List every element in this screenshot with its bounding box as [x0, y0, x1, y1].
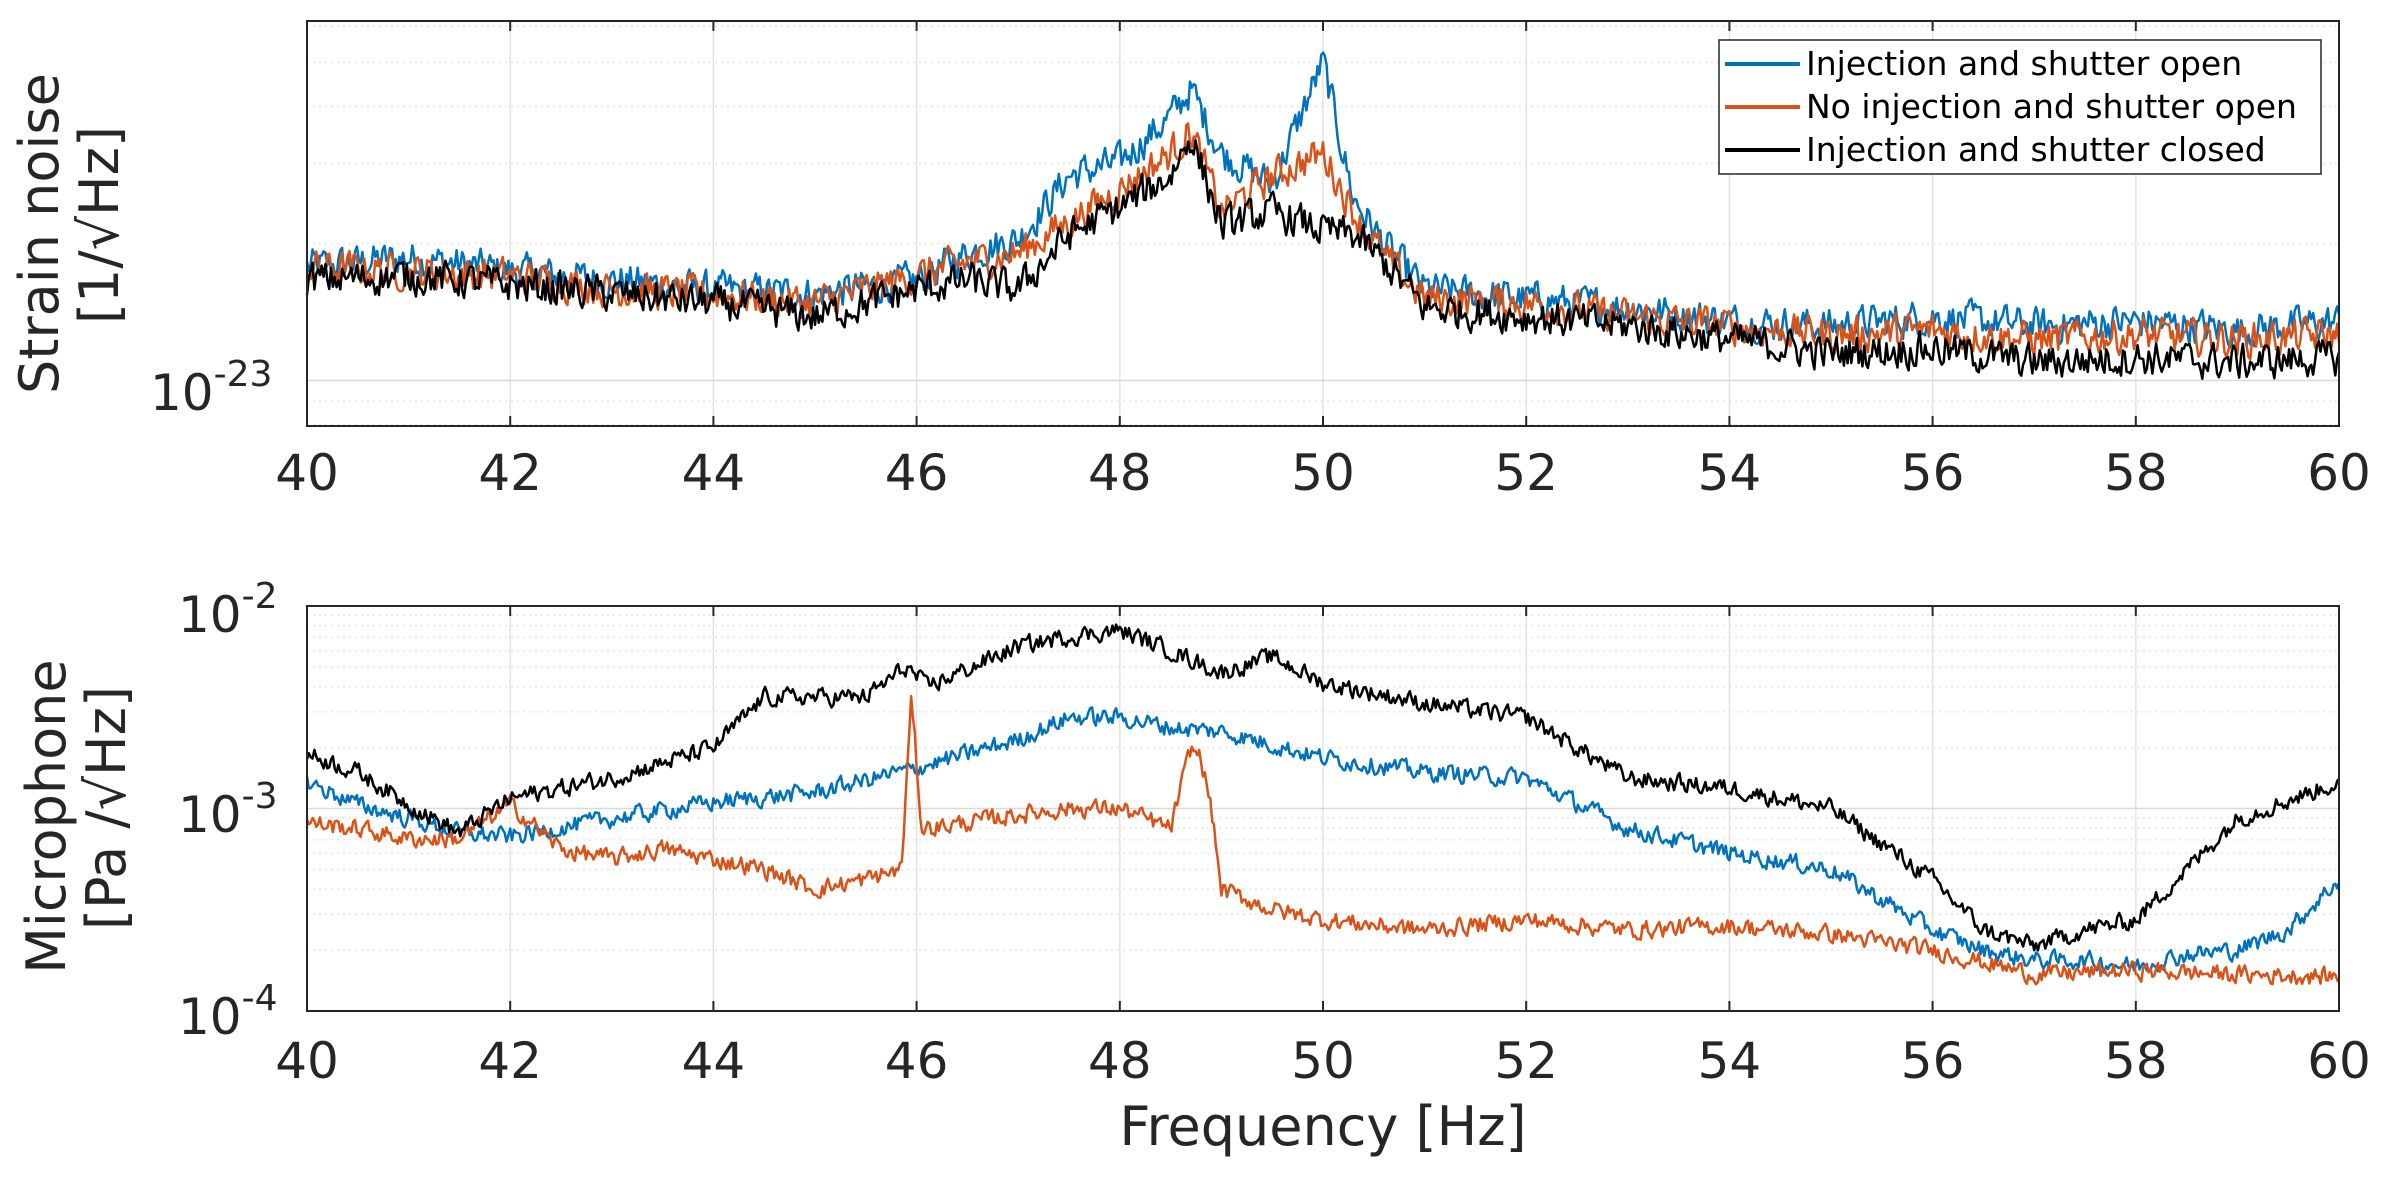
legend: Injection and shutter open No injection … — [1718, 39, 2322, 175]
x-tick-label: 58 — [2104, 444, 2168, 502]
microphone-y-ticks: 10-2 10-3 10-4 — [178, 576, 278, 1046]
x-tick-label: 50 — [1291, 1032, 1355, 1090]
strain-noise-y-tick: 10-23 — [150, 354, 272, 422]
x-tick-label: 52 — [1494, 444, 1558, 502]
series-line-2 — [305, 694, 2340, 986]
strain-noise-panel: 40 42 44 46 48 50 52 54 56 58 60 10-23 Strain nois… — [8, 20, 2371, 502]
microphone-x-ticks: 40 42 44 46 48 50 52 54 56 58 60 — [275, 606, 2371, 1090]
microphone-y-tick-1e-3: 10-3 — [178, 776, 278, 844]
x-tick-label: 40 — [275, 1032, 339, 1090]
x-tick-label: 58 — [2104, 1032, 2168, 1090]
x-tick-label: 44 — [682, 444, 746, 502]
series-line-3 — [305, 623, 2340, 952]
x-tick-label: 56 — [1901, 444, 1965, 502]
microphone-y-tick-1e-4: 10-4 — [178, 978, 278, 1046]
x-tick-label: 44 — [682, 1032, 746, 1090]
microphone-y-label-line2: [Pa /√Hz] — [75, 686, 138, 930]
x-axis-label: Frequency [Hz] — [1119, 1095, 1526, 1158]
x-tick-label: 48 — [1088, 444, 1152, 502]
x-tick-label: 56 — [1901, 1032, 1965, 1090]
x-tick-label: 52 — [1494, 1032, 1558, 1090]
x-tick-label: 48 — [1088, 1032, 1152, 1090]
x-tick-label: 60 — [2307, 1032, 2371, 1090]
strain-noise-y-label: Strain noise [1/√Hz] — [8, 56, 131, 394]
x-tick-label: 60 — [2307, 444, 2371, 502]
x-tick-label: 54 — [1698, 444, 1762, 502]
x-tick-label: 46 — [885, 444, 949, 502]
strain-noise-series — [305, 51, 2341, 380]
strain-noise-y-label-line2: [1/√Hz] — [68, 126, 131, 324]
x-tick-label: 54 — [1698, 1032, 1762, 1090]
series-line-1 — [305, 706, 2341, 974]
legend-entry-2: No injection and shutter open — [1806, 87, 2297, 126]
x-tick-label: 50 — [1291, 444, 1355, 502]
microphone-y-label: Microphone [Pa /√Hz] — [15, 642, 138, 974]
microphone-series — [305, 623, 2341, 986]
microphone-y-label-line1: Microphone — [15, 659, 78, 973]
strain-noise-x-ticks: 40 42 44 46 48 50 52 54 56 58 60 — [275, 21, 2371, 502]
series-line-2 — [305, 122, 2341, 361]
legend-entry-1: Injection and shutter open — [1806, 44, 2242, 83]
legend-entry-3: Injection and shutter closed — [1806, 130, 2266, 169]
microphone-y-tick-1e-2: 10-2 — [178, 576, 278, 644]
x-tick-label: 46 — [885, 1032, 949, 1090]
x-tick-label: 42 — [478, 444, 542, 502]
microphone-panel: 40 42 44 46 48 50 52 54 56 58 60 10-2 10-3 10-4 Mi… — [15, 576, 2371, 1158]
strain-noise-y-label-line1: Strain noise — [8, 73, 71, 394]
series-line-3 — [305, 139, 2341, 380]
x-tick-label: 40 — [275, 444, 339, 502]
x-tick-label: 42 — [478, 1032, 542, 1090]
